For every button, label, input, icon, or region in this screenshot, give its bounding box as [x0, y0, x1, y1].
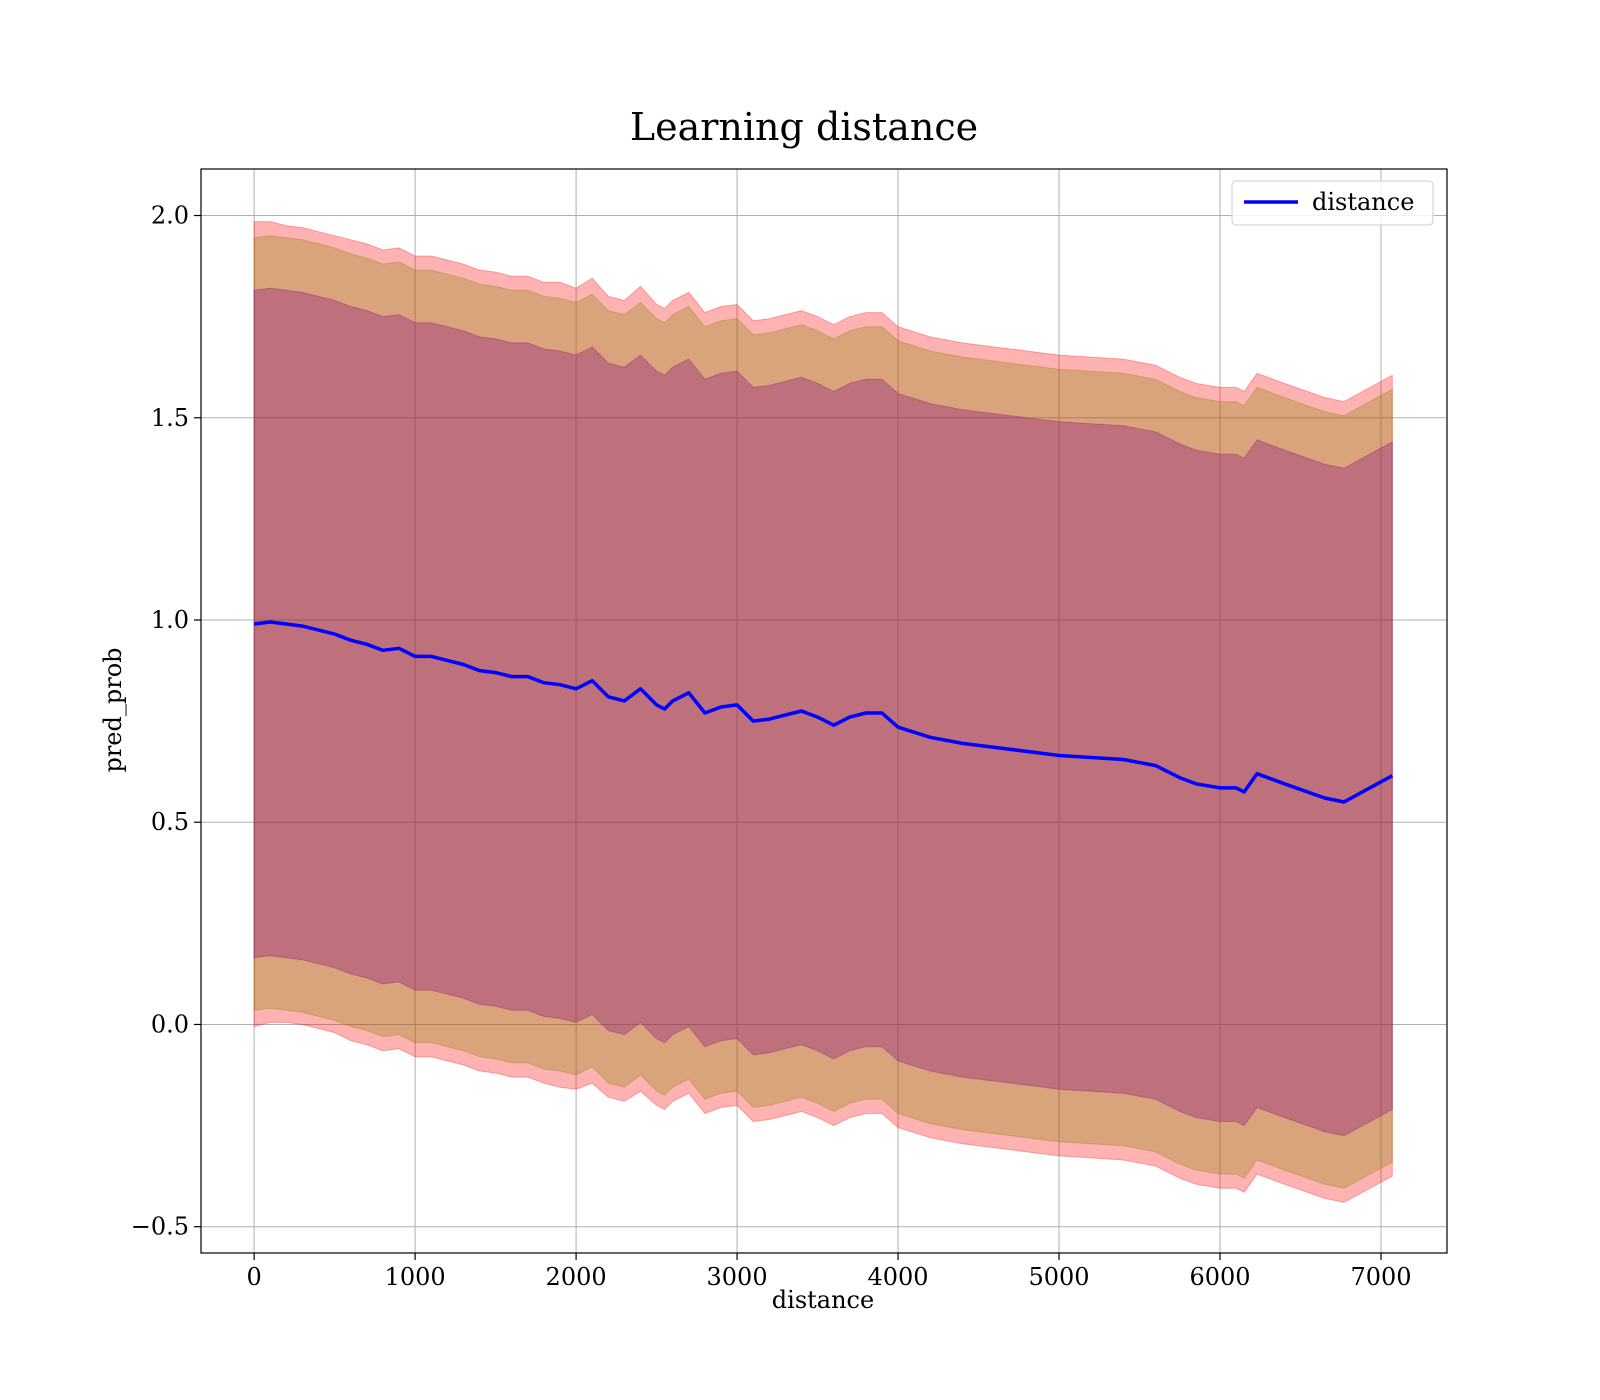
- legend-box: [1231, 180, 1434, 226]
- x-tick-label: 0: [246, 1263, 261, 1291]
- axes-frame: [200, 168, 1448, 1254]
- confidence-band-outer: [253, 221, 1393, 1203]
- series-line-distance: [253, 620, 1394, 804]
- plot-area: [200, 168, 1448, 1254]
- y-tick-label: 1.0: [151, 606, 189, 634]
- x-axis: 0 1000 2000 3000 4000 5000 6000 7000: [246, 1253, 1412, 1291]
- grid: [201, 169, 1447, 1253]
- legend: distance: [1231, 180, 1434, 226]
- x-tick-label: 4000: [868, 1263, 929, 1291]
- x-tick-label: 5000: [1028, 1263, 1089, 1291]
- x-tick-label: 7000: [1350, 1263, 1411, 1291]
- y-axis: −0.5 0.0 0.5 1.0 1.5 2.0: [131, 202, 201, 1241]
- y-tick-label: 2.0: [151, 202, 189, 230]
- x-tick-label: 6000: [1189, 1263, 1250, 1291]
- y-tick-label: −0.5: [131, 1213, 189, 1241]
- x-tick-label: 3000: [707, 1263, 768, 1291]
- y-tick-label: 1.5: [151, 404, 189, 432]
- x-tick-label: 1000: [385, 1263, 446, 1291]
- confidence-band-mid: [253, 235, 1393, 1189]
- chart-title: Learning distance: [630, 105, 978, 149]
- y-tick-label: 0.5: [151, 808, 189, 836]
- legend-label-distance: distance: [1312, 188, 1414, 216]
- y-axis-label: pred_prob: [99, 647, 127, 772]
- y-tick-label: 0.0: [151, 1010, 189, 1038]
- confidence-bands: [253, 221, 1393, 1203]
- x-tick-label: 2000: [546, 1263, 607, 1291]
- confidence-band-inner: [253, 287, 1393, 1137]
- x-axis-label: distance: [772, 1286, 874, 1314]
- series-lines: [253, 620, 1394, 804]
